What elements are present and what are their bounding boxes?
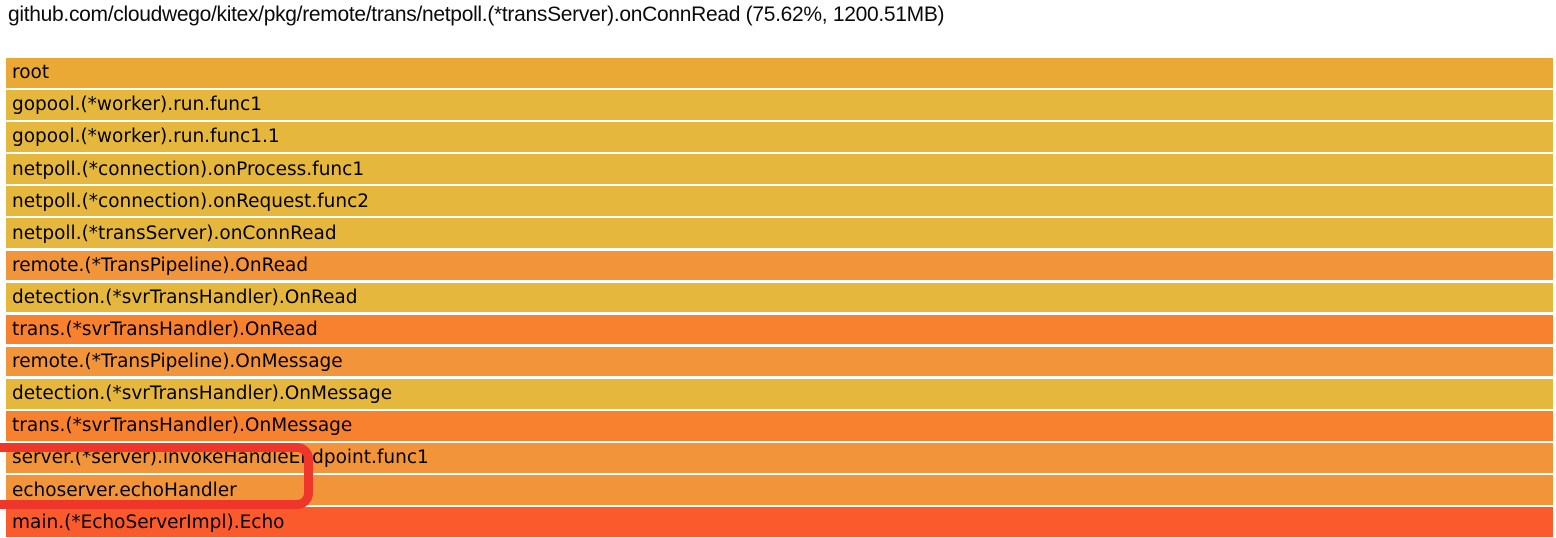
flame-frame[interactable]: gopool.(*worker).run.func1 [6,90,1553,120]
frame-label: trans.(*svrTransHandler).OnRead [12,319,318,341]
frame-label: trans.(*svrTransHandler).OnMessage [12,415,353,437]
flame-frame[interactable]: trans.(*svrTransHandler).OnRead [6,314,1553,345]
flame-frame[interactable]: trans.(*svrTransHandler).OnMessage [6,411,1553,441]
frame-label: main.(*EchoServerImpl).Echo [12,511,285,533]
frame-label: netpoll.(*connection).onRequest.func2 [12,190,370,212]
flame-frame[interactable]: gopool.(*worker).run.func1.1 [6,122,1553,152]
flame-frame[interactable]: echoserver.echoHandler [6,475,1553,505]
frame-label: echoserver.echoHandler [12,479,237,501]
flame-frame[interactable]: root [6,58,1553,88]
flame-frame[interactable]: detection.(*svrTransHandler).OnMessage [6,378,1553,409]
frame-label: remote.(*TransPipeline).OnMessage [12,351,343,373]
flame-frame[interactable]: main.(*EchoServerImpl).Echo [6,507,1553,537]
flame-frame[interactable]: server.(*server).invokeHandleEndpoint.fu… [6,443,1553,473]
flame-frame[interactable]: netpoll.(*transServer).onConnRead [6,218,1553,249]
flame-frame[interactable]: detection.(*svrTransHandler).OnRead [6,282,1553,313]
frame-label: gopool.(*worker).run.func1 [12,94,262,116]
frame-label: gopool.(*worker).run.func1.1 [12,126,280,148]
flame-frame[interactable]: netpoll.(*connection).onProcess.func1 [6,154,1553,184]
flame-frame[interactable]: remote.(*TransPipeline).OnRead [6,250,1553,281]
flame-frame[interactable]: netpoll.(*connection).onRequest.func2 [6,186,1553,216]
frame-label: detection.(*svrTransHandler).OnRead [12,286,358,308]
flame-frame[interactable]: remote.(*TransPipeline).OnMessage [6,346,1553,377]
frame-label: server.(*server).invokeHandleEndpoint.fu… [12,447,429,469]
frame-label: netpoll.(*connection).onProcess.func1 [12,158,365,180]
frame-label: root [12,62,50,84]
frame-label: remote.(*TransPipeline).OnRead [12,254,309,276]
flamegraph: root gopool.(*worker).run.func1 gopool.(… [6,58,1553,538]
selected-node-title: github.com/cloudwego/kitex/pkg/remote/tr… [8,3,945,26]
frame-label: netpoll.(*transServer).onConnRead [12,222,337,244]
frame-label: detection.(*svrTransHandler).OnMessage [12,383,393,405]
